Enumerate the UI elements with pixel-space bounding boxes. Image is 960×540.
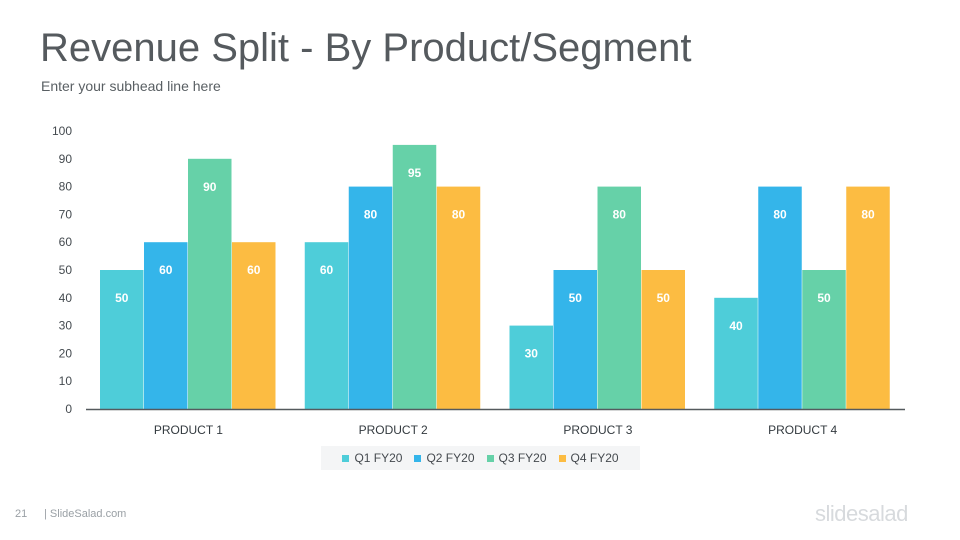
x-category-label: PRODUCT 2 — [359, 423, 428, 437]
legend-swatch-q4 — [558, 454, 566, 462]
footer-website: | SlideSalad.com — [44, 508, 127, 520]
bar — [597, 186, 641, 409]
legend-swatch-q2 — [414, 454, 422, 462]
page-title: Revenue Split - By Product/Segment — [40, 26, 692, 70]
bar-value-label: 50 — [817, 291, 831, 305]
bar — [392, 144, 437, 409]
legend-item-q4: Q4 FY20 — [558, 451, 619, 465]
bar — [509, 325, 553, 409]
chart-legend: Q1 FY20 Q2 FY20 Q3 FY20 Q4 FY20 — [321, 446, 640, 470]
bar-value-label: 50 — [657, 291, 671, 305]
y-tick-label: 20 — [59, 346, 73, 360]
bar-value-label: 80 — [613, 208, 627, 222]
bar — [232, 242, 276, 409]
bar — [641, 270, 685, 409]
bar — [188, 158, 232, 409]
legend-item-q3: Q3 FY20 — [486, 451, 547, 465]
bar — [846, 186, 890, 409]
legend-label-q1: Q1 FY20 — [354, 451, 403, 465]
y-tick-label: 50 — [59, 263, 73, 277]
y-tick-label: 90 — [59, 152, 73, 166]
bar — [304, 242, 349, 409]
y-tick-label: 10 — [59, 374, 73, 388]
bar — [100, 270, 144, 409]
bar-value-label: 50 — [569, 291, 583, 305]
bar — [144, 242, 188, 409]
legend-item-q2: Q2 FY20 — [414, 451, 475, 465]
bar-value-label: 60 — [159, 263, 173, 277]
y-tick-label: 60 — [59, 235, 73, 249]
bar — [758, 186, 802, 409]
bar — [348, 186, 393, 409]
bar — [802, 270, 846, 409]
legend-label-q3: Q3 FY20 — [498, 451, 547, 465]
bar-value-label: 90 — [203, 180, 217, 194]
page-subtitle: Enter your subhead line here — [41, 78, 221, 94]
bar-value-label: 95 — [408, 166, 422, 180]
bar-value-label: 40 — [729, 319, 743, 333]
bar-value-label: 60 — [320, 263, 334, 277]
bar-value-label: 80 — [452, 208, 466, 222]
page-number: 21 — [15, 508, 28, 520]
x-category-label: PRODUCT 3 — [563, 423, 632, 437]
bar-value-label: 30 — [525, 347, 539, 361]
bar-value-label: 50 — [115, 291, 129, 305]
bar — [553, 270, 597, 409]
y-tick-label: 70 — [59, 207, 73, 221]
legend-swatch-q3 — [486, 454, 494, 462]
bar-value-label: 60 — [247, 263, 261, 277]
legend-label-q4: Q4 FY20 — [570, 451, 619, 465]
bar-value-label: 80 — [773, 208, 787, 222]
x-category-label: PRODUCT 1 — [154, 423, 223, 437]
y-tick-label: 30 — [59, 319, 73, 333]
brand-logo: slidesalad — [815, 501, 908, 526]
bar-value-label: 80 — [364, 208, 378, 222]
y-tick-label: 100 — [52, 124, 72, 138]
y-tick-label: 0 — [65, 402, 72, 416]
bar — [436, 186, 481, 409]
bar-value-label: 80 — [861, 208, 875, 222]
x-category-label: PRODUCT 4 — [768, 423, 837, 437]
y-tick-label: 40 — [59, 291, 73, 305]
legend-label-q2: Q2 FY20 — [426, 451, 475, 465]
legend-swatch-q1 — [342, 454, 350, 462]
bar — [714, 297, 758, 409]
y-tick-label: 80 — [59, 180, 73, 194]
legend-item-q1: Q1 FY20 — [342, 451, 402, 465]
